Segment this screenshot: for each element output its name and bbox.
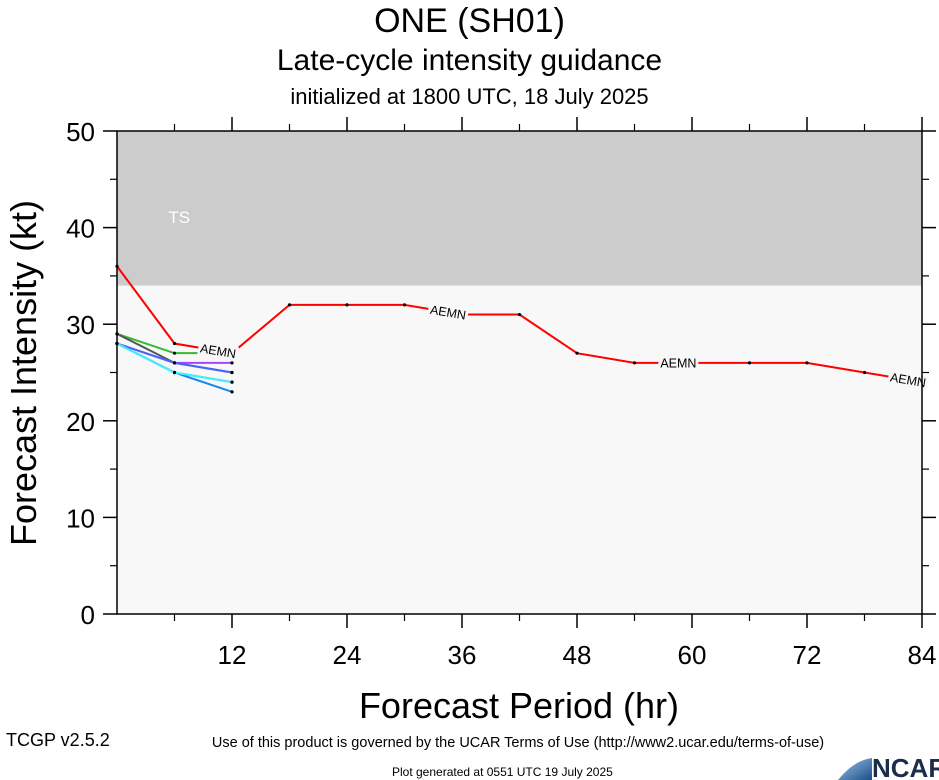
x-tick-label-4: 60: [678, 640, 707, 670]
series-1-point-1: [172, 351, 177, 355]
series-0-label-bg-1: [427, 301, 470, 323]
ncar-logo-text: NCAR: [872, 753, 939, 780]
intensity-chart: TS AEMN AEMN AEMN AEMN 0 10 20 30 40 50 12 24 36 48 6…: [3, 117, 937, 726]
series-0-point-1: [172, 341, 177, 346]
series-4-point-2: [230, 370, 234, 375]
x-tick-label-2: 36: [448, 640, 477, 670]
y-tick-label-0: 0: [81, 600, 95, 630]
init-time: initialized at 1800 UTC, 18 July 2025: [290, 84, 649, 109]
series-4-point-1: [172, 361, 177, 365]
series-0-label-2: AEMN: [660, 356, 696, 370]
y-tick-label-4: 40: [66, 214, 95, 244]
series-0-label-3: AEMN: [889, 370, 927, 390]
band-0: [117, 131, 922, 286]
series-0-point-5: [402, 303, 407, 307]
series-0-point-7: [517, 312, 522, 317]
series-0-point-9: [632, 361, 637, 365]
series-0-label-0: AEMN: [199, 341, 237, 361]
series-0-label-group-3: AEMN: [887, 369, 930, 391]
x-tick-label-1: 24: [333, 640, 362, 670]
y-tick-label-5: 50: [66, 117, 95, 147]
series-7-point-2: [230, 380, 234, 384]
series-2-point-2: [230, 361, 234, 365]
x-tick-label-3: 48: [563, 640, 592, 670]
series-0-label-1: AEMN: [429, 303, 467, 323]
y-tick-label-3: 30: [66, 310, 95, 340]
series-0-label-bg-0: [197, 340, 240, 362]
series-0-point-3: [287, 303, 292, 307]
y-tick-label-1: 10: [66, 503, 95, 533]
band-label-0: TS: [168, 208, 190, 227]
terms-of-use: Use of this product is governed by the U…: [211, 735, 825, 751]
series-0-point-8: [575, 351, 579, 355]
generated-time: Plot generated at 0551 UTC 19 July 2025: [392, 765, 613, 779]
chart-title: ONE (SH01): [374, 2, 565, 40]
series-0-label-bg-2: [658, 355, 699, 370]
x-tick-label-0: 12: [218, 640, 247, 670]
chart-subtitle: Late-cycle intensity guidance: [276, 44, 663, 77]
y-tick-label-2: 20: [66, 407, 95, 437]
series-6-point-2: [230, 390, 234, 394]
series-0-point-12: [805, 361, 809, 365]
series-0-label-bg-3: [887, 369, 930, 391]
series-0-label-group-1: AEMN: [427, 301, 470, 323]
x-tick-label-6: 84: [908, 640, 937, 670]
x-axis-label: Forecast Period (hr): [359, 685, 679, 726]
ncar-logo: NCAR: [838, 753, 939, 780]
series-0-point-4: [345, 303, 349, 307]
series-0-point-13: [862, 370, 867, 375]
x-tick-label-5: 72: [793, 640, 822, 670]
series-0-point-11: [747, 361, 752, 365]
version-label: TCGP v2.5.2: [6, 730, 110, 750]
series-0-label-group-0: AEMN: [197, 340, 240, 362]
series-7-point-1: [172, 370, 177, 375]
series-0-label-group-2: AEMN: [658, 355, 699, 370]
y-axis-label: Forecast Intensity (kt): [3, 200, 44, 546]
